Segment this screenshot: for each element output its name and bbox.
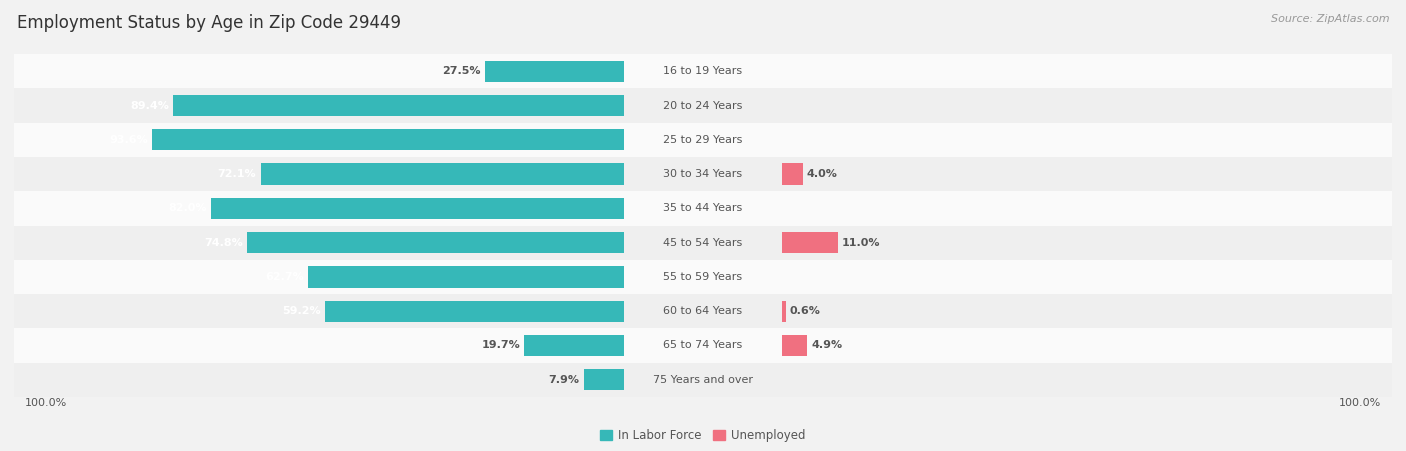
Bar: [173, 95, 623, 116]
Bar: [325, 300, 623, 322]
Bar: [524, 335, 623, 356]
Legend: In Labor Force, Unemployed: In Labor Force, Unemployed: [600, 429, 806, 442]
Bar: [260, 163, 623, 185]
Bar: [211, 198, 623, 219]
Bar: [308, 266, 623, 288]
Bar: [783, 232, 838, 253]
Text: Source: ZipAtlas.com: Source: ZipAtlas.com: [1271, 14, 1389, 23]
Text: 100.0%: 100.0%: [25, 398, 67, 408]
Text: 89.4%: 89.4%: [131, 101, 169, 110]
Bar: [583, 369, 623, 391]
Text: 27.5%: 27.5%: [443, 66, 481, 76]
Text: 11.0%: 11.0%: [842, 238, 880, 248]
Text: 25 to 29 Years: 25 to 29 Years: [664, 135, 742, 145]
Text: 75 Years and over: 75 Years and over: [652, 375, 754, 385]
Bar: [14, 363, 1392, 397]
Text: 4.9%: 4.9%: [811, 341, 842, 350]
Text: 100.0%: 100.0%: [1339, 398, 1381, 408]
Text: 93.6%: 93.6%: [110, 135, 148, 145]
Bar: [783, 335, 807, 356]
Text: 82.0%: 82.0%: [167, 203, 207, 213]
Text: 4.0%: 4.0%: [807, 169, 838, 179]
Text: 74.8%: 74.8%: [204, 238, 243, 248]
Text: 59.2%: 59.2%: [283, 306, 321, 316]
Bar: [152, 129, 623, 151]
Bar: [14, 54, 1392, 88]
Bar: [14, 123, 1392, 157]
Bar: [14, 157, 1392, 191]
Bar: [485, 60, 623, 82]
Bar: [783, 163, 803, 185]
Bar: [247, 232, 623, 253]
Bar: [14, 191, 1392, 226]
Bar: [14, 88, 1392, 123]
Text: 20 to 24 Years: 20 to 24 Years: [664, 101, 742, 110]
Bar: [783, 300, 786, 322]
Bar: [14, 226, 1392, 260]
Text: Employment Status by Age in Zip Code 29449: Employment Status by Age in Zip Code 294…: [17, 14, 401, 32]
Text: 55 to 59 Years: 55 to 59 Years: [664, 272, 742, 282]
Text: 30 to 34 Years: 30 to 34 Years: [664, 169, 742, 179]
Bar: [14, 294, 1392, 328]
Text: 60 to 64 Years: 60 to 64 Years: [664, 306, 742, 316]
Text: 0.6%: 0.6%: [790, 306, 821, 316]
Bar: [14, 260, 1392, 294]
Text: 72.1%: 72.1%: [218, 169, 256, 179]
Text: 35 to 44 Years: 35 to 44 Years: [664, 203, 742, 213]
Text: 45 to 54 Years: 45 to 54 Years: [664, 238, 742, 248]
Text: 16 to 19 Years: 16 to 19 Years: [664, 66, 742, 76]
Text: 19.7%: 19.7%: [481, 341, 520, 350]
Text: 62.7%: 62.7%: [264, 272, 304, 282]
Bar: [14, 328, 1392, 363]
Text: 65 to 74 Years: 65 to 74 Years: [664, 341, 742, 350]
Text: 7.9%: 7.9%: [548, 375, 579, 385]
